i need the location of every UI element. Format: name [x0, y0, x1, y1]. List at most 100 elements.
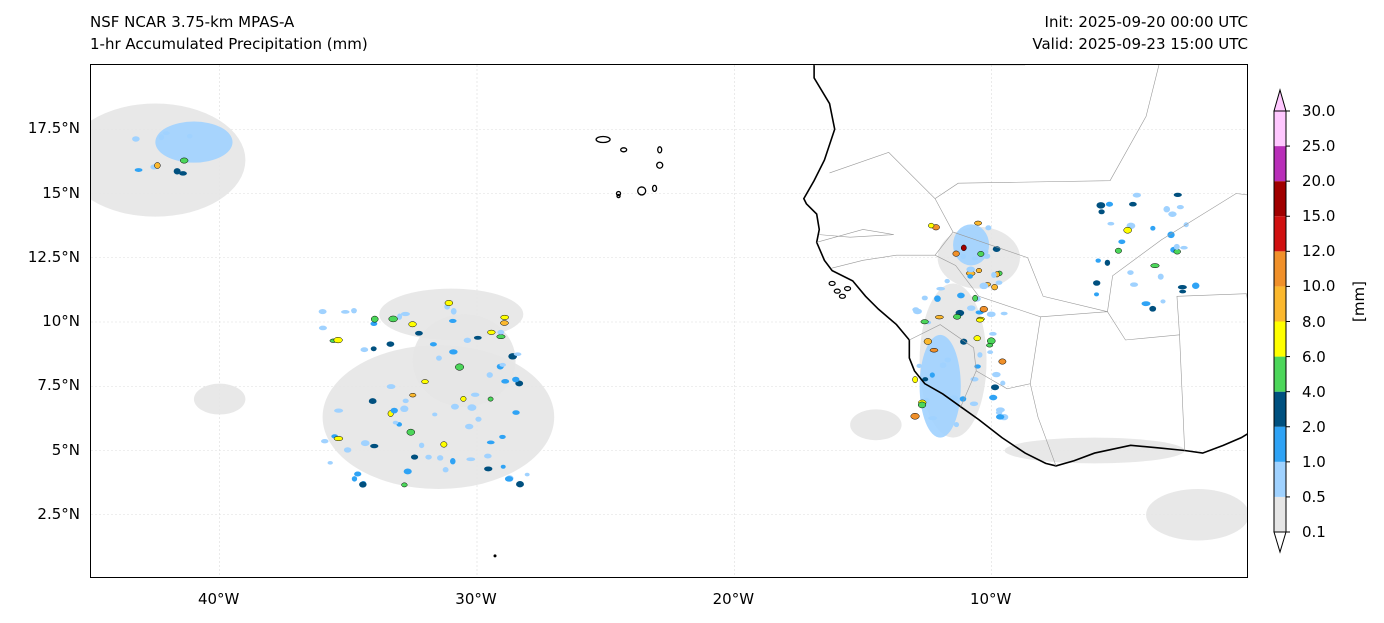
- country-border: [934, 254, 1041, 384]
- lat-label: 2.5°N: [37, 504, 80, 523]
- precip-cell: [370, 443, 379, 449]
- precip-cell: [466, 457, 476, 462]
- country-border: [934, 65, 1160, 199]
- precip-cell: [475, 416, 482, 422]
- island-cape-verde: [615, 190, 622, 197]
- precip-cell: [1096, 202, 1106, 209]
- precip-cell: [1177, 285, 1187, 290]
- precip-cell: [360, 440, 370, 447]
- colorbar-tick-label: 20.0: [1302, 172, 1336, 191]
- colorbar-segment: [1274, 391, 1286, 427]
- precip-cell: [957, 292, 965, 299]
- precip-cell: [987, 337, 996, 345]
- precip-cell: [912, 307, 920, 313]
- precip-cell: [318, 325, 327, 331]
- precip-cell: [960, 244, 967, 252]
- precip-cell: [1105, 201, 1114, 207]
- colorbar-segment: [1274, 146, 1286, 182]
- title-right: Init: 2025-09-20 00:00 UTC Valid: 2025-0…: [1032, 11, 1248, 55]
- precip-cell: [1093, 292, 1100, 297]
- precip-area: [193, 383, 246, 415]
- precip-cell: [512, 410, 520, 415]
- colorbar-segment: [1274, 181, 1286, 217]
- precip-cell: [500, 320, 509, 326]
- precip-cell: [386, 384, 396, 390]
- precip-cell: [486, 372, 493, 378]
- precip-cell: [487, 329, 496, 335]
- colorbar-unit: [mm]: [1350, 281, 1368, 322]
- title-left: NSF NCAR 3.75-km MPAS-A 1-hr Accumulated…: [90, 11, 368, 55]
- precip-cell: [989, 394, 998, 401]
- precip-cell: [473, 335, 482, 340]
- precip-cell: [998, 358, 1007, 365]
- precip-cell: [318, 308, 327, 315]
- precip-cell: [979, 306, 988, 313]
- model-title: NSF NCAR 3.75-km MPAS-A: [90, 13, 295, 31]
- precip-cell: [975, 317, 984, 323]
- colorbar-segment: [1274, 286, 1286, 322]
- precip-cell: [351, 307, 357, 314]
- precip-cell: [425, 454, 432, 460]
- colorbar-segment: [1274, 216, 1286, 252]
- precip-area: [91, 103, 246, 217]
- colorbar-segment: [1274, 251, 1286, 287]
- precip-cell: [921, 295, 928, 301]
- precip-cell: [1150, 225, 1156, 231]
- lat-label: 10°N: [42, 312, 80, 330]
- country-border: [1107, 193, 1247, 312]
- precip-cell: [504, 476, 514, 482]
- island-cape-verde: [595, 135, 611, 144]
- precip-cell: [973, 335, 981, 342]
- country-border: [816, 229, 894, 243]
- precip-cell: [500, 464, 506, 469]
- precip-cell: [333, 436, 344, 442]
- colorbar-tick-label: 15.0: [1302, 207, 1336, 226]
- precip-cell: [1129, 201, 1137, 207]
- lat-label: 12.5°N: [27, 247, 80, 266]
- country-border: [829, 152, 954, 269]
- precip-cell: [910, 412, 920, 420]
- precip-cell: [354, 471, 362, 477]
- precip-cell: [513, 352, 522, 356]
- precip-cell: [460, 396, 467, 402]
- precip-cell: [1173, 243, 1180, 250]
- precip-cell: [1157, 273, 1164, 280]
- colorbar-tick-label: 2.0: [1302, 417, 1326, 436]
- precip-cell: [450, 308, 457, 315]
- precip-cell: [953, 313, 962, 320]
- precip-cell: [975, 268, 983, 274]
- precip-cell: [969, 401, 979, 407]
- precip-cell: [132, 136, 140, 142]
- precip-cell: [400, 311, 410, 317]
- precip-cell: [401, 482, 408, 488]
- precip-cell: [982, 253, 991, 259]
- precip-cell: [403, 468, 412, 475]
- precip-cell: [496, 334, 506, 339]
- lat-label: 17.5°N: [27, 119, 80, 138]
- precip-area: [850, 409, 902, 441]
- precip-cell: [421, 379, 429, 384]
- precip-cell: [334, 408, 344, 413]
- precip-cell: [1104, 259, 1111, 266]
- precip-cell: [386, 341, 395, 347]
- country-border: [1176, 293, 1247, 335]
- precip-cell: [944, 357, 952, 363]
- precip-cell: [415, 330, 423, 336]
- colorbar-tick-label: 6.0: [1302, 347, 1326, 366]
- precip-cell: [1000, 311, 1008, 316]
- precip-cell: [360, 347, 369, 353]
- precipitation-map: [90, 64, 1248, 578]
- colorbar-extend-top: [1273, 88, 1287, 112]
- precip-area: [155, 121, 233, 163]
- precip-cell: [972, 294, 978, 302]
- precip-cell: [1123, 226, 1132, 234]
- precip-cell: [936, 286, 946, 291]
- colorbar-tick-label: 0.5: [1302, 487, 1326, 506]
- precip-cell: [1176, 205, 1184, 210]
- colorbar-tick-label: 4.0: [1302, 382, 1326, 401]
- precip-cell: [960, 253, 966, 260]
- precip-cell: [368, 398, 377, 405]
- precip-cell: [979, 282, 989, 290]
- precip-area: [412, 314, 516, 407]
- precip-area: [1004, 437, 1185, 464]
